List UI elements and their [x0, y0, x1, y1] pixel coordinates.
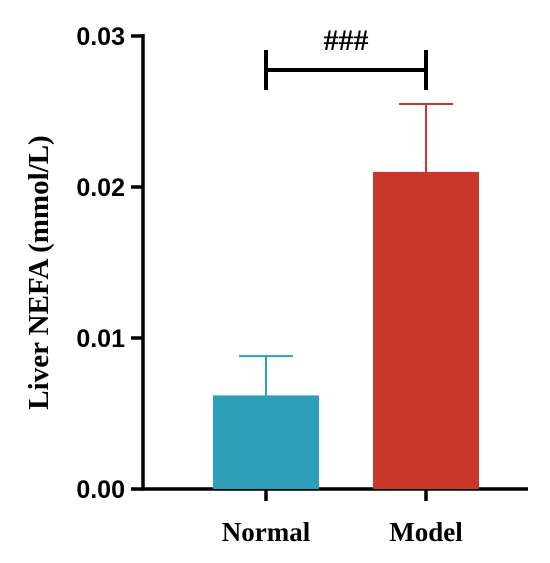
bars [213, 171, 479, 489]
significance-annotation: ### [264, 24, 428, 90]
y-axis-ticks: 0.00 0.01 0.02 0.03 [76, 23, 143, 504]
y-tick-label: 0.03 [76, 23, 125, 51]
y-axis-title: Liver NEFA (mmol/L) [23, 135, 55, 409]
y-tick-label: 0.02 [76, 174, 125, 202]
x-axis-labels: Normal Model [222, 489, 463, 547]
error-bars [239, 102, 453, 396]
bar-model [373, 171, 479, 489]
bar-normal [213, 395, 319, 489]
y-tick-label: 0.00 [76, 476, 125, 504]
y-tick-label: 0.01 [76, 325, 125, 353]
significance-label: ### [324, 24, 369, 57]
x-tick-label: Model [389, 517, 463, 547]
x-tick-label: Normal [222, 517, 311, 547]
